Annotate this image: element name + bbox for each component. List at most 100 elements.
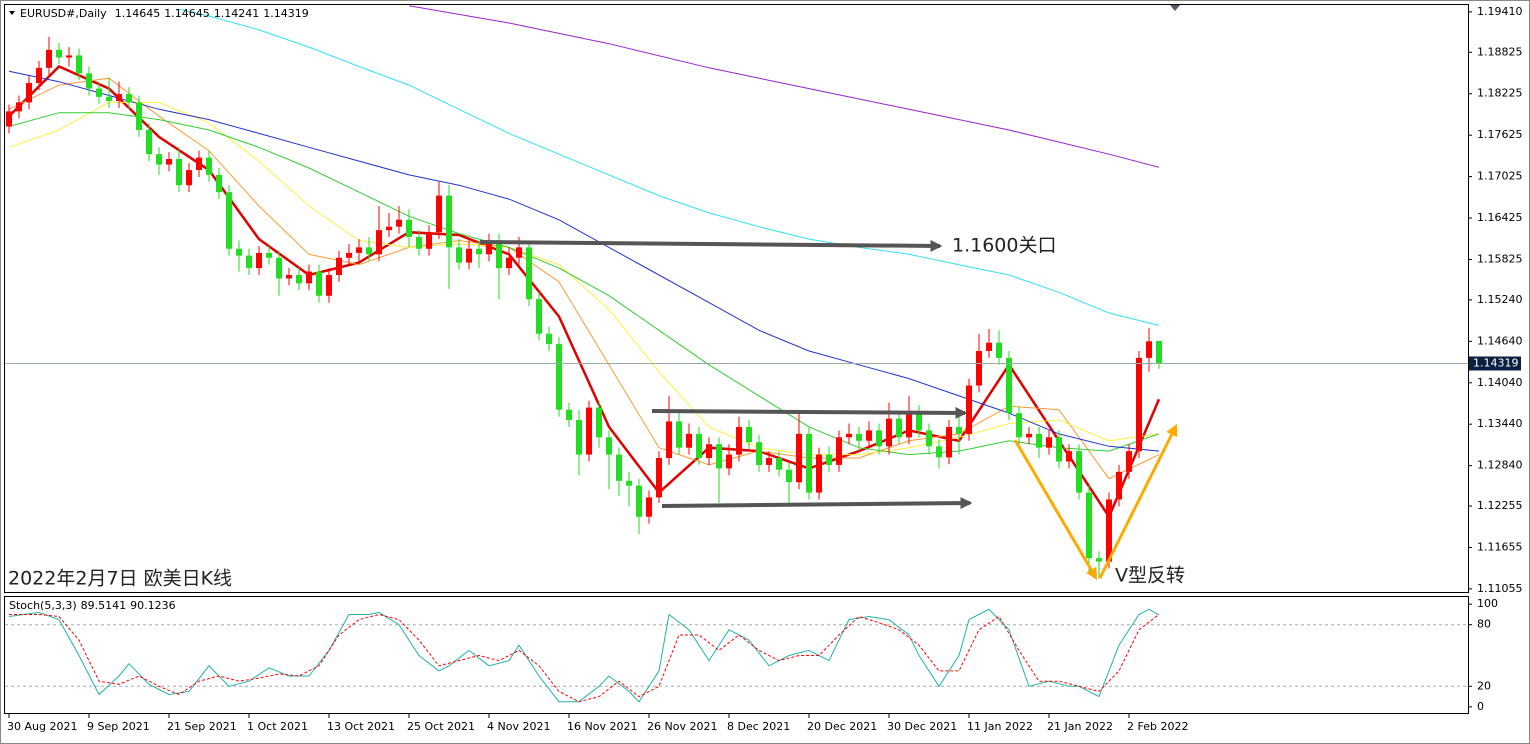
candle-body [626, 480, 632, 486]
candle-body [466, 248, 472, 263]
x-tick-label: 11 Jan 2022 [967, 720, 1033, 733]
candle-body [86, 73, 92, 89]
candle-body [636, 485, 642, 517]
candle-body [566, 409, 572, 421]
x-tick-label: 4 Nov 2021 [487, 720, 550, 733]
y-tick-label: 1.16425 [1477, 211, 1523, 224]
candle-body [976, 350, 982, 386]
x-tick-label: 30 Dec 2021 [887, 720, 957, 733]
arrow [661, 497, 973, 510]
candle-body [156, 154, 162, 165]
candle-body [406, 219, 412, 238]
candle-body [296, 275, 302, 284]
candle-body [1066, 451, 1072, 462]
x-tick-label: 8 Dec 2021 [727, 720, 790, 733]
candle-body [806, 433, 812, 493]
candle-body [666, 421, 672, 459]
candle-body [516, 247, 522, 258]
y-tick-label: 80 [1477, 618, 1491, 631]
candle-body [616, 454, 622, 481]
candle-body [1096, 558, 1102, 562]
candle-body [1086, 492, 1092, 559]
arrow [479, 239, 943, 252]
x-tick-label: 2 Feb 2022 [1127, 720, 1188, 733]
candle-body [686, 433, 692, 448]
candle-body [656, 458, 662, 498]
candle-body [1036, 433, 1042, 448]
x-tick-label: 16 Nov 2021 [567, 720, 637, 733]
candle-body [286, 275, 292, 279]
candle-body [556, 344, 562, 410]
candle-body [76, 55, 82, 74]
candle-body [956, 426, 962, 434]
y-tick-label: 1.15825 [1477, 252, 1523, 265]
last-price-box [1469, 356, 1521, 371]
y-tick-label: 1.11655 [1477, 540, 1523, 553]
y-tick-label: 1.12840 [1477, 459, 1523, 472]
candle-body [16, 102, 22, 112]
candle-body [226, 192, 232, 249]
candle-body [116, 94, 122, 101]
candle-body [676, 421, 682, 448]
candle-body [396, 219, 402, 227]
candle-body [146, 129, 152, 155]
candle-body [926, 430, 932, 447]
stoch-pane [4, 596, 1469, 714]
y-tick-label: 1.11055 [1477, 582, 1523, 595]
candle-body [546, 333, 552, 345]
candle-body [446, 195, 452, 248]
stoch-header: Stoch(5,3,3) 89.5141 90.1236 [9, 599, 176, 612]
candle-body [856, 433, 862, 441]
candle-body [896, 418, 902, 438]
candle-body [216, 174, 222, 193]
x-tick-label: 13 Oct 2021 [327, 720, 395, 733]
candle-body [176, 159, 182, 186]
candle-body [826, 454, 832, 465]
candle-body [306, 271, 312, 284]
last-price-label: 1.14319 [1473, 356, 1519, 369]
candle-body [66, 55, 72, 58]
shift-marker [1170, 5, 1180, 11]
candle-body [846, 433, 852, 438]
candle-body [986, 342, 992, 351]
candle-body [236, 248, 242, 256]
candle-body [1146, 341, 1152, 358]
stoch-line [8, 608, 1160, 703]
candle-body [996, 342, 1002, 358]
y-tick-label: 20 [1477, 679, 1491, 692]
candle-body [716, 444, 722, 469]
y-tick-label: 1.12255 [1477, 499, 1523, 512]
candle-body [126, 94, 132, 103]
candle-body [646, 497, 652, 517]
candle-body [1016, 413, 1022, 438]
candle-body [776, 458, 782, 470]
candle-body [606, 437, 612, 455]
candle-body [426, 232, 432, 249]
candle-body [586, 407, 592, 455]
moving-average [408, 5, 1160, 168]
candle-body [276, 257, 282, 279]
header-marker [9, 11, 15, 15]
candle-body [136, 102, 142, 130]
moving-average [8, 112, 1160, 456]
v-arrow [1013, 439, 1098, 581]
candle-body [1046, 437, 1052, 448]
candle-body [1056, 437, 1062, 462]
y-tick-label: 1.17625 [1477, 128, 1523, 141]
y-tick-label: 1.17025 [1477, 170, 1523, 183]
candle-body [476, 248, 482, 255]
stoch-title: Stoch(5,3,3) [9, 599, 77, 612]
candle-body [486, 240, 492, 255]
level-annotation: 1.1600关口 [952, 235, 1056, 257]
candle-body [836, 437, 842, 465]
candle-body [26, 83, 32, 103]
candle-body [786, 469, 792, 483]
y-tick-label: 1.18225 [1477, 87, 1523, 100]
candle-body [436, 195, 442, 233]
candle-body [536, 299, 542, 334]
candle-body [576, 420, 582, 455]
candle-body [56, 49, 62, 58]
x-tick-label: 1 Oct 2021 [247, 720, 308, 733]
